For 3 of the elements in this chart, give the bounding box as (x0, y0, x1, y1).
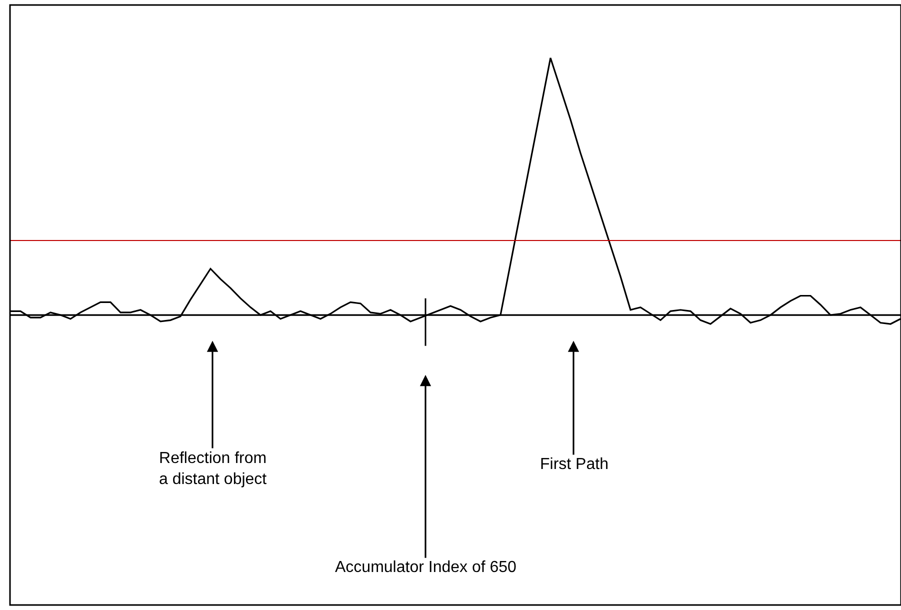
text: First Path (540, 456, 608, 473)
text: Reflection from a distant object (159, 450, 268, 488)
text: Accumulator Index of 650 (335, 559, 517, 576)
